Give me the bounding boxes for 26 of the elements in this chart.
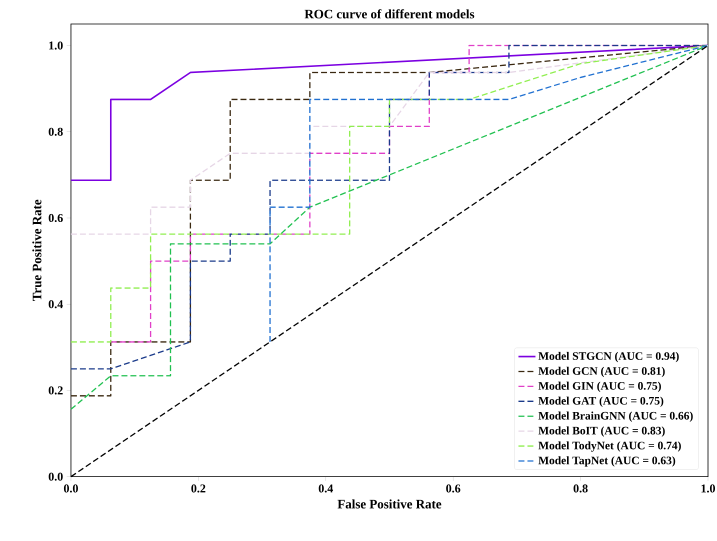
- legend-label: Model GCN (AUC = 0.81): [538, 366, 665, 378]
- x-tick-label: 0.8: [574, 484, 588, 493]
- legend-label: Model GAT (AUC = 0.75): [538, 396, 664, 408]
- legend-label: Model TapNet (AUC = 0.63): [538, 456, 676, 467]
- legend-label: Model BoIT (AUC = 0.83): [538, 426, 665, 437]
- x-tick-label: 0.6: [446, 484, 460, 493]
- y-tick-label: 0.8: [48, 128, 63, 136]
- line-series: [70, 44, 709, 182]
- x-tick-label: 1.0: [701, 484, 716, 493]
- y-tick-label: 1.0: [49, 42, 63, 50]
- y-tick-label: 0.6: [48, 214, 63, 222]
- x-tick-label: 0.4: [318, 484, 334, 493]
- y-tick-label: 0.4: [48, 300, 63, 308]
- y-tick-label: 0.2: [48, 386, 63, 395]
- chart-title: ROC curve of different models: [304, 9, 474, 19]
- legend-label: Model GIN (AUC = 0.75): [538, 382, 661, 392]
- x-axis-title: False Positive Rate: [338, 500, 442, 509]
- x-tick-label: 0.2: [191, 484, 206, 493]
- y-tick-label: 0.0: [48, 472, 63, 481]
- line-series: [269, 45, 709, 343]
- legend-label: Model BrainGNN (AUC = 0.66): [538, 412, 693, 422]
- line-series: [70, 45, 709, 235]
- x-tick-label: 0.0: [64, 484, 78, 493]
- legend-label: Model TodyNet (AUC = 0.74): [538, 442, 681, 452]
- legend-label: Model STGCN (AUC = 0.94): [538, 352, 679, 362]
- y-axis-title: True Positive Rate: [32, 200, 42, 302]
